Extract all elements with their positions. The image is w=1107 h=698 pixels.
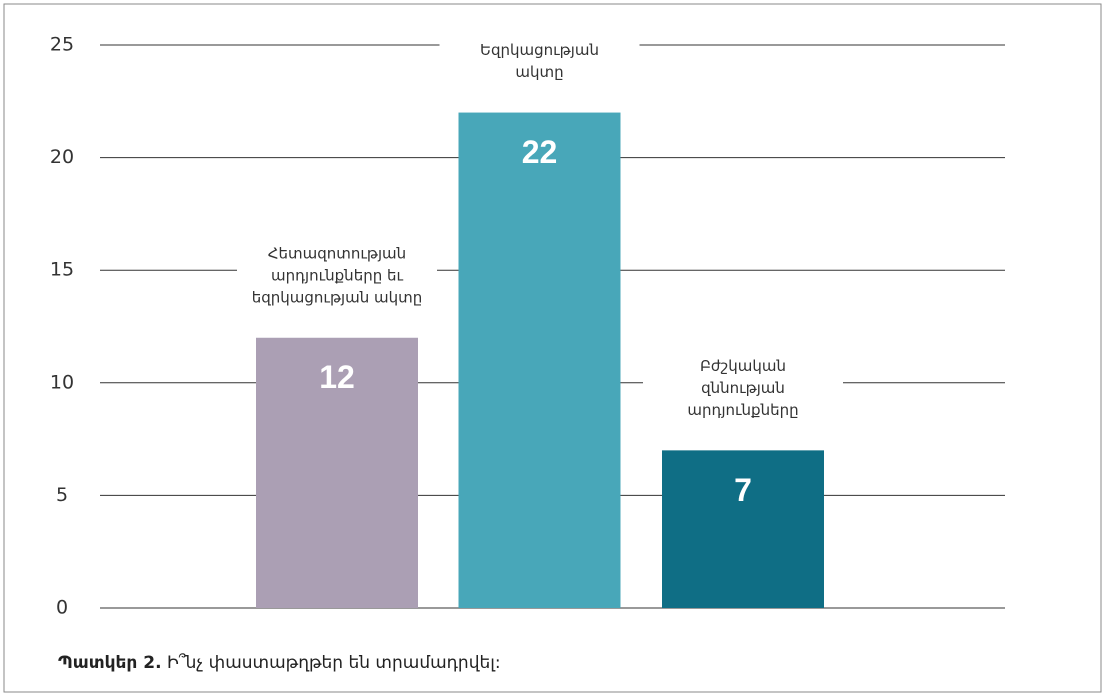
y-tick-label: 5 bbox=[56, 484, 68, 506]
bar bbox=[458, 112, 621, 608]
y-tick-label: 10 bbox=[50, 371, 74, 393]
frame bbox=[3, 3, 1102, 693]
value-label: 7 bbox=[734, 472, 752, 508]
category-label: Եզրկացության bbox=[480, 41, 599, 59]
category-label: ակտը bbox=[515, 63, 563, 81]
y-tick-label: 25 bbox=[50, 34, 74, 56]
y-tick-label: 15 bbox=[50, 259, 74, 281]
value-label: 12 bbox=[319, 359, 355, 395]
category-label: արդյունքները եւ bbox=[271, 266, 404, 284]
category-label: եզրկացության ակտը bbox=[252, 288, 422, 306]
label-background bbox=[237, 239, 437, 312]
category-label: Հետազոտության bbox=[268, 244, 406, 262]
caption: Պատկեր 2. Ի՞նչ փաստաթղթեր են տրամադրվել: bbox=[58, 652, 501, 673]
category-label: զննության bbox=[701, 379, 785, 397]
label-background bbox=[439, 36, 640, 87]
bar bbox=[662, 450, 824, 608]
caption-text: Ի՞նչ փաստաթղթեր են տրամադրվել: bbox=[167, 652, 501, 673]
value-label: 22 bbox=[522, 134, 558, 170]
y-tick-label: 0 bbox=[56, 597, 68, 619]
category-label: Բժշկական bbox=[700, 357, 786, 375]
bar bbox=[256, 337, 418, 608]
label-background bbox=[643, 352, 843, 425]
y-tick-label: 20 bbox=[50, 146, 74, 168]
caption-label: Պատկեր 2. bbox=[58, 653, 162, 673]
category-label: արդյունքները bbox=[687, 401, 798, 419]
